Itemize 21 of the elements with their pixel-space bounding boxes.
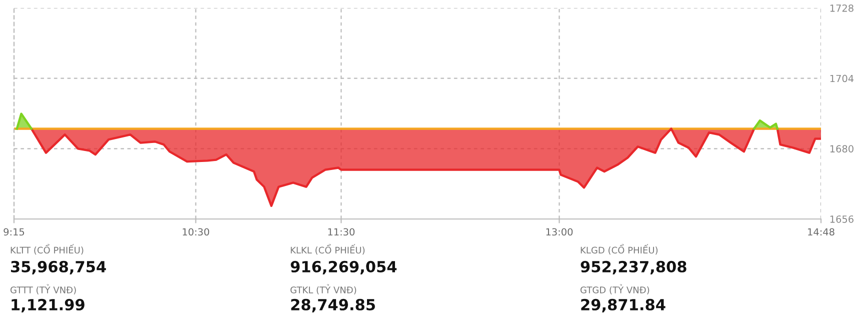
text: 35,968,754 bbox=[11, 260, 106, 274]
text: 916,269,054 bbox=[290, 260, 397, 274]
text: 1,121.99 bbox=[12, 298, 84, 312]
x-tick-label: 9:15 bbox=[4, 228, 24, 236]
text: GTTT (TỶ VNĐ) bbox=[10, 284, 76, 294]
x-tick-label: 11:30 bbox=[328, 228, 355, 236]
text: 29,871.84 bbox=[581, 298, 666, 312]
y-tick-label: 1656 bbox=[830, 215, 854, 223]
y-tick-label: 1728 bbox=[830, 4, 854, 12]
text: 952,237,808 bbox=[580, 260, 686, 274]
x-tick-label: 14:48 bbox=[808, 228, 834, 236]
text: KLGD (CỔ PHIẾU) bbox=[580, 244, 658, 255]
text: KLKL (CỔ PHIẾU) bbox=[290, 244, 365, 255]
text: GTGD (TỶ VNĐ) bbox=[580, 284, 650, 294]
x-tick-label: 13:00 bbox=[546, 228, 573, 236]
text: KLTT (CỔ PHIẾU) bbox=[10, 244, 84, 255]
y-tick-label: 1680 bbox=[830, 145, 854, 152]
y-tick-label: 1704 bbox=[830, 74, 854, 82]
x-tick-label: 10:30 bbox=[182, 228, 210, 236]
text: 28,749.85 bbox=[291, 298, 375, 312]
text: GTKL (TỶ VNĐ) bbox=[290, 284, 356, 294]
